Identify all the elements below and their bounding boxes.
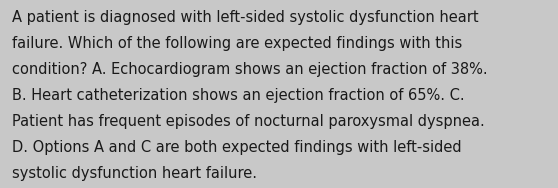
Text: A patient is diagnosed with left-sided systolic dysfunction heart: A patient is diagnosed with left-sided s… <box>12 10 479 25</box>
Text: condition? A. Echocardiogram shows an ejection fraction of 38%.: condition? A. Echocardiogram shows an ej… <box>12 62 488 77</box>
Text: failure. Which of the following are expected findings with this: failure. Which of the following are expe… <box>12 36 463 51</box>
Text: B. Heart catheterization shows an ejection fraction of 65%. C.: B. Heart catheterization shows an ejecti… <box>12 88 465 103</box>
Text: Patient has frequent episodes of nocturnal paroxysmal dyspnea.: Patient has frequent episodes of nocturn… <box>12 114 485 129</box>
Text: D. Options A and C are both expected findings with left-sided: D. Options A and C are both expected fin… <box>12 140 462 155</box>
Text: systolic dysfunction heart failure.: systolic dysfunction heart failure. <box>12 166 257 181</box>
